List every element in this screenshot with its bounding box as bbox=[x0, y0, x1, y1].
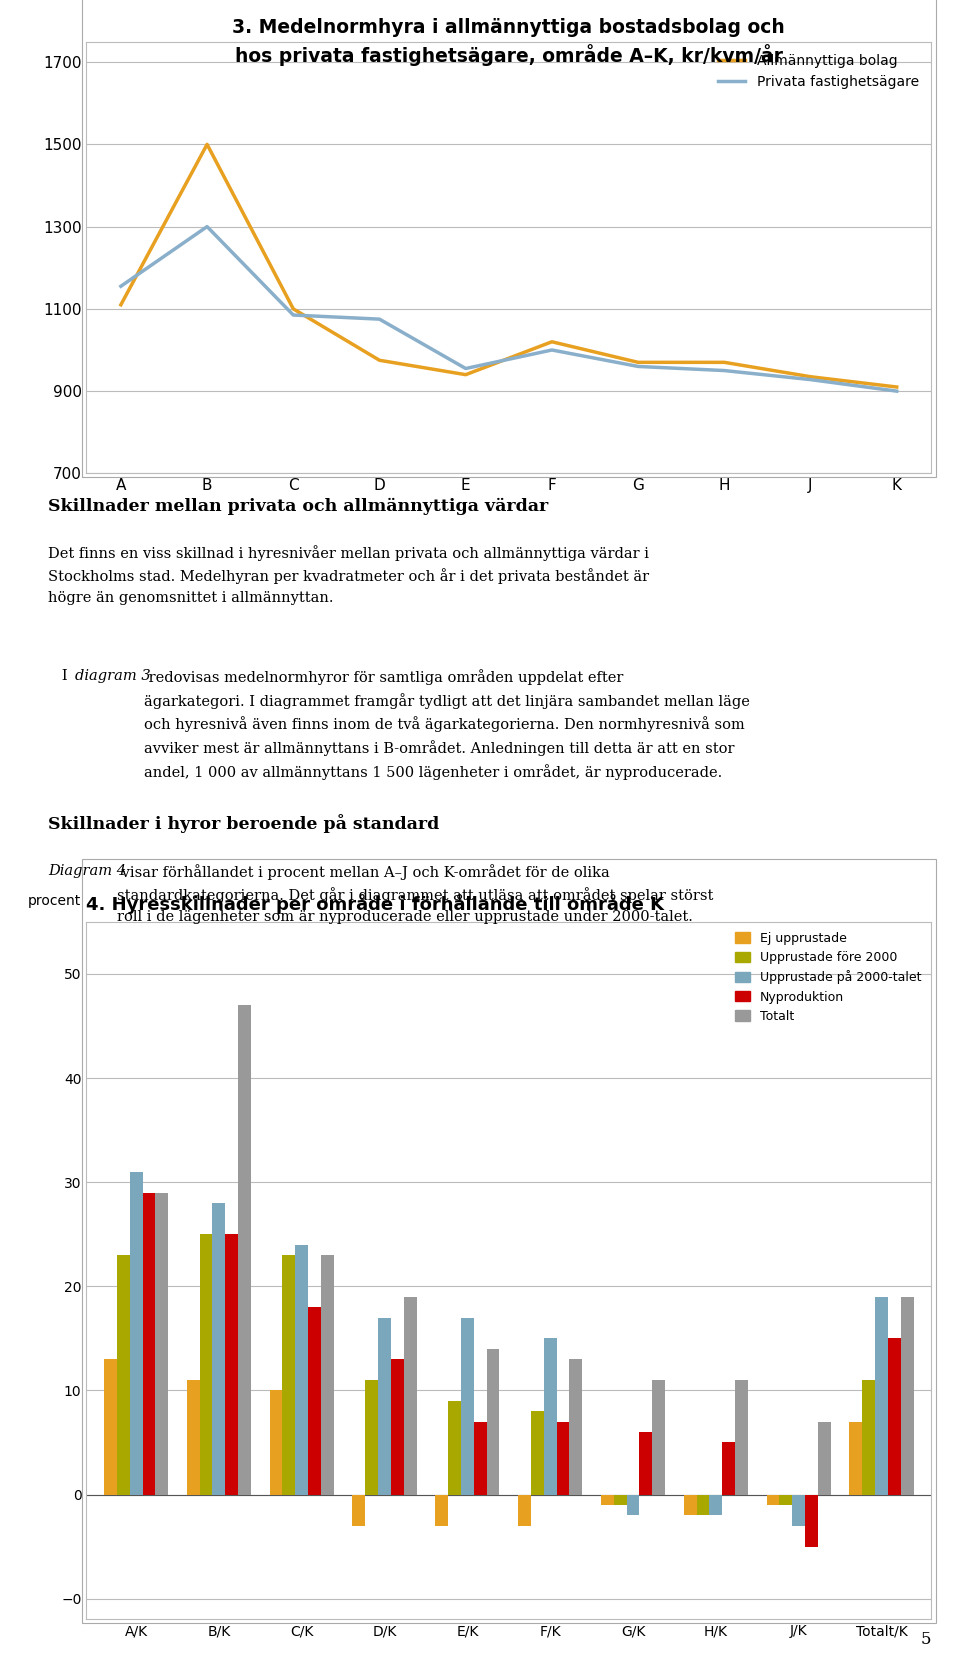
Bar bbox=[818, 1422, 830, 1495]
Bar bbox=[767, 1495, 780, 1505]
Text: Diagram 4: Diagram 4 bbox=[48, 864, 126, 877]
Bar bbox=[735, 1380, 748, 1495]
Bar bbox=[156, 1193, 168, 1495]
Bar bbox=[404, 1297, 417, 1495]
Bar bbox=[531, 1412, 543, 1495]
Bar bbox=[888, 1339, 900, 1495]
Bar bbox=[270, 1390, 282, 1495]
Privata fastighetsägare bbox=[718, 360, 730, 380]
Bar bbox=[900, 1297, 914, 1495]
Allmännyttiga bolag bbox=[718, 352, 730, 372]
Bar bbox=[652, 1380, 665, 1495]
Text: I: I bbox=[48, 669, 72, 683]
Text: Det finns en viss skillnad i hyresnivåer mellan privata och allmännyttiga värdar: Det finns en viss skillnad i hyresnivåer… bbox=[48, 545, 649, 605]
Bar bbox=[391, 1359, 404, 1495]
Text: diagram 3: diagram 3 bbox=[75, 669, 151, 683]
Bar bbox=[876, 1297, 888, 1495]
Text: Skillnader i hyror beroende på standard: Skillnader i hyror beroende på standard bbox=[48, 814, 440, 832]
Privata fastighetsägare bbox=[633, 357, 644, 377]
Privata fastighetsägare bbox=[546, 341, 558, 360]
Text: redovisas medelnormhyror för samtliga områden uppdelat efter
ägarkategori. I dia: redovisas medelnormhyror för samtliga om… bbox=[144, 669, 750, 779]
Bar bbox=[722, 1442, 735, 1495]
Allmännyttiga bolag bbox=[115, 294, 127, 314]
Bar bbox=[613, 1495, 627, 1505]
Bar bbox=[627, 1495, 639, 1515]
Text: Skillnader mellan privata och allmännyttiga värdar: Skillnader mellan privata och allmännytt… bbox=[48, 498, 548, 515]
Allmännyttiga bolag bbox=[373, 350, 385, 370]
Legend: Allmännyttiga bolag, Privata fastighetsägare: Allmännyttiga bolag, Privata fastighetsä… bbox=[712, 48, 924, 95]
Bar bbox=[474, 1422, 487, 1495]
Bar bbox=[117, 1256, 130, 1495]
Legend: Ej upprustade, Upprustade före 2000, Upprustade på 2000-talet, Nyproduktion, Tot: Ej upprustade, Upprustade före 2000, Upp… bbox=[731, 928, 924, 1026]
Bar bbox=[569, 1359, 583, 1495]
Text: 5: 5 bbox=[921, 1631, 931, 1648]
Privata fastighetsägare bbox=[891, 380, 902, 400]
Bar bbox=[212, 1203, 226, 1495]
Line: Privata fastighetsägare: Privata fastighetsägare bbox=[121, 226, 897, 390]
Bar bbox=[557, 1422, 569, 1495]
Bar bbox=[187, 1380, 200, 1495]
Text: hos privata fastighetsägare, område A–K, kr/kvm/år: hos privata fastighetsägare, område A–K,… bbox=[235, 45, 782, 66]
Bar bbox=[142, 1193, 156, 1495]
Text: 4. Hyresskillnader per område i förhållande till område K: 4. Hyresskillnader per område i förhålla… bbox=[86, 894, 664, 914]
Privata fastighetsägare bbox=[804, 370, 816, 390]
Bar bbox=[697, 1495, 709, 1515]
Bar bbox=[200, 1234, 212, 1495]
Bar bbox=[461, 1317, 474, 1495]
Bar bbox=[321, 1256, 334, 1495]
Line: Allmännyttiga bolag: Allmännyttiga bolag bbox=[121, 145, 897, 387]
Bar bbox=[352, 1495, 366, 1526]
Privata fastighetsägare bbox=[373, 309, 385, 329]
Bar bbox=[709, 1495, 722, 1515]
Bar bbox=[308, 1307, 321, 1495]
Bar bbox=[226, 1234, 238, 1495]
Bar bbox=[792, 1495, 805, 1526]
Text: procent: procent bbox=[27, 894, 81, 909]
Bar bbox=[684, 1495, 697, 1515]
Bar bbox=[518, 1495, 531, 1526]
Allmännyttiga bolag bbox=[633, 352, 644, 372]
Bar bbox=[862, 1380, 876, 1495]
Bar bbox=[435, 1495, 448, 1526]
Allmännyttiga bolag bbox=[288, 299, 300, 319]
Bar bbox=[805, 1495, 818, 1546]
Privata fastighetsägare bbox=[202, 216, 213, 236]
Privata fastighetsägare bbox=[288, 306, 300, 326]
Text: visar förhållandet i procent mellan A–J och K-området för de olika
standardkateg: visar förhållandet i procent mellan A–J … bbox=[117, 864, 713, 924]
Bar bbox=[780, 1495, 792, 1505]
Privata fastighetsägare bbox=[115, 276, 127, 296]
Bar bbox=[366, 1380, 378, 1495]
Bar bbox=[130, 1171, 142, 1495]
Allmännyttiga bolag bbox=[804, 367, 816, 387]
Bar bbox=[543, 1339, 557, 1495]
Bar bbox=[639, 1432, 652, 1495]
Allmännyttiga bolag bbox=[546, 332, 558, 352]
Bar bbox=[487, 1349, 499, 1495]
Text: 3. Medelnormhyra i allmännyttiga bostadsbolag och: 3. Medelnormhyra i allmännyttiga bostads… bbox=[232, 18, 785, 37]
Bar bbox=[296, 1244, 308, 1495]
Allmännyttiga bolag bbox=[891, 377, 902, 397]
Allmännyttiga bolag bbox=[202, 135, 213, 154]
Bar bbox=[850, 1422, 862, 1495]
Allmännyttiga bolag bbox=[460, 365, 471, 385]
Bar bbox=[378, 1317, 391, 1495]
Bar bbox=[282, 1256, 296, 1495]
Bar bbox=[238, 1005, 251, 1495]
Privata fastighetsägare bbox=[460, 359, 471, 379]
Bar bbox=[104, 1359, 117, 1495]
Bar bbox=[601, 1495, 613, 1505]
Bar bbox=[448, 1400, 461, 1495]
